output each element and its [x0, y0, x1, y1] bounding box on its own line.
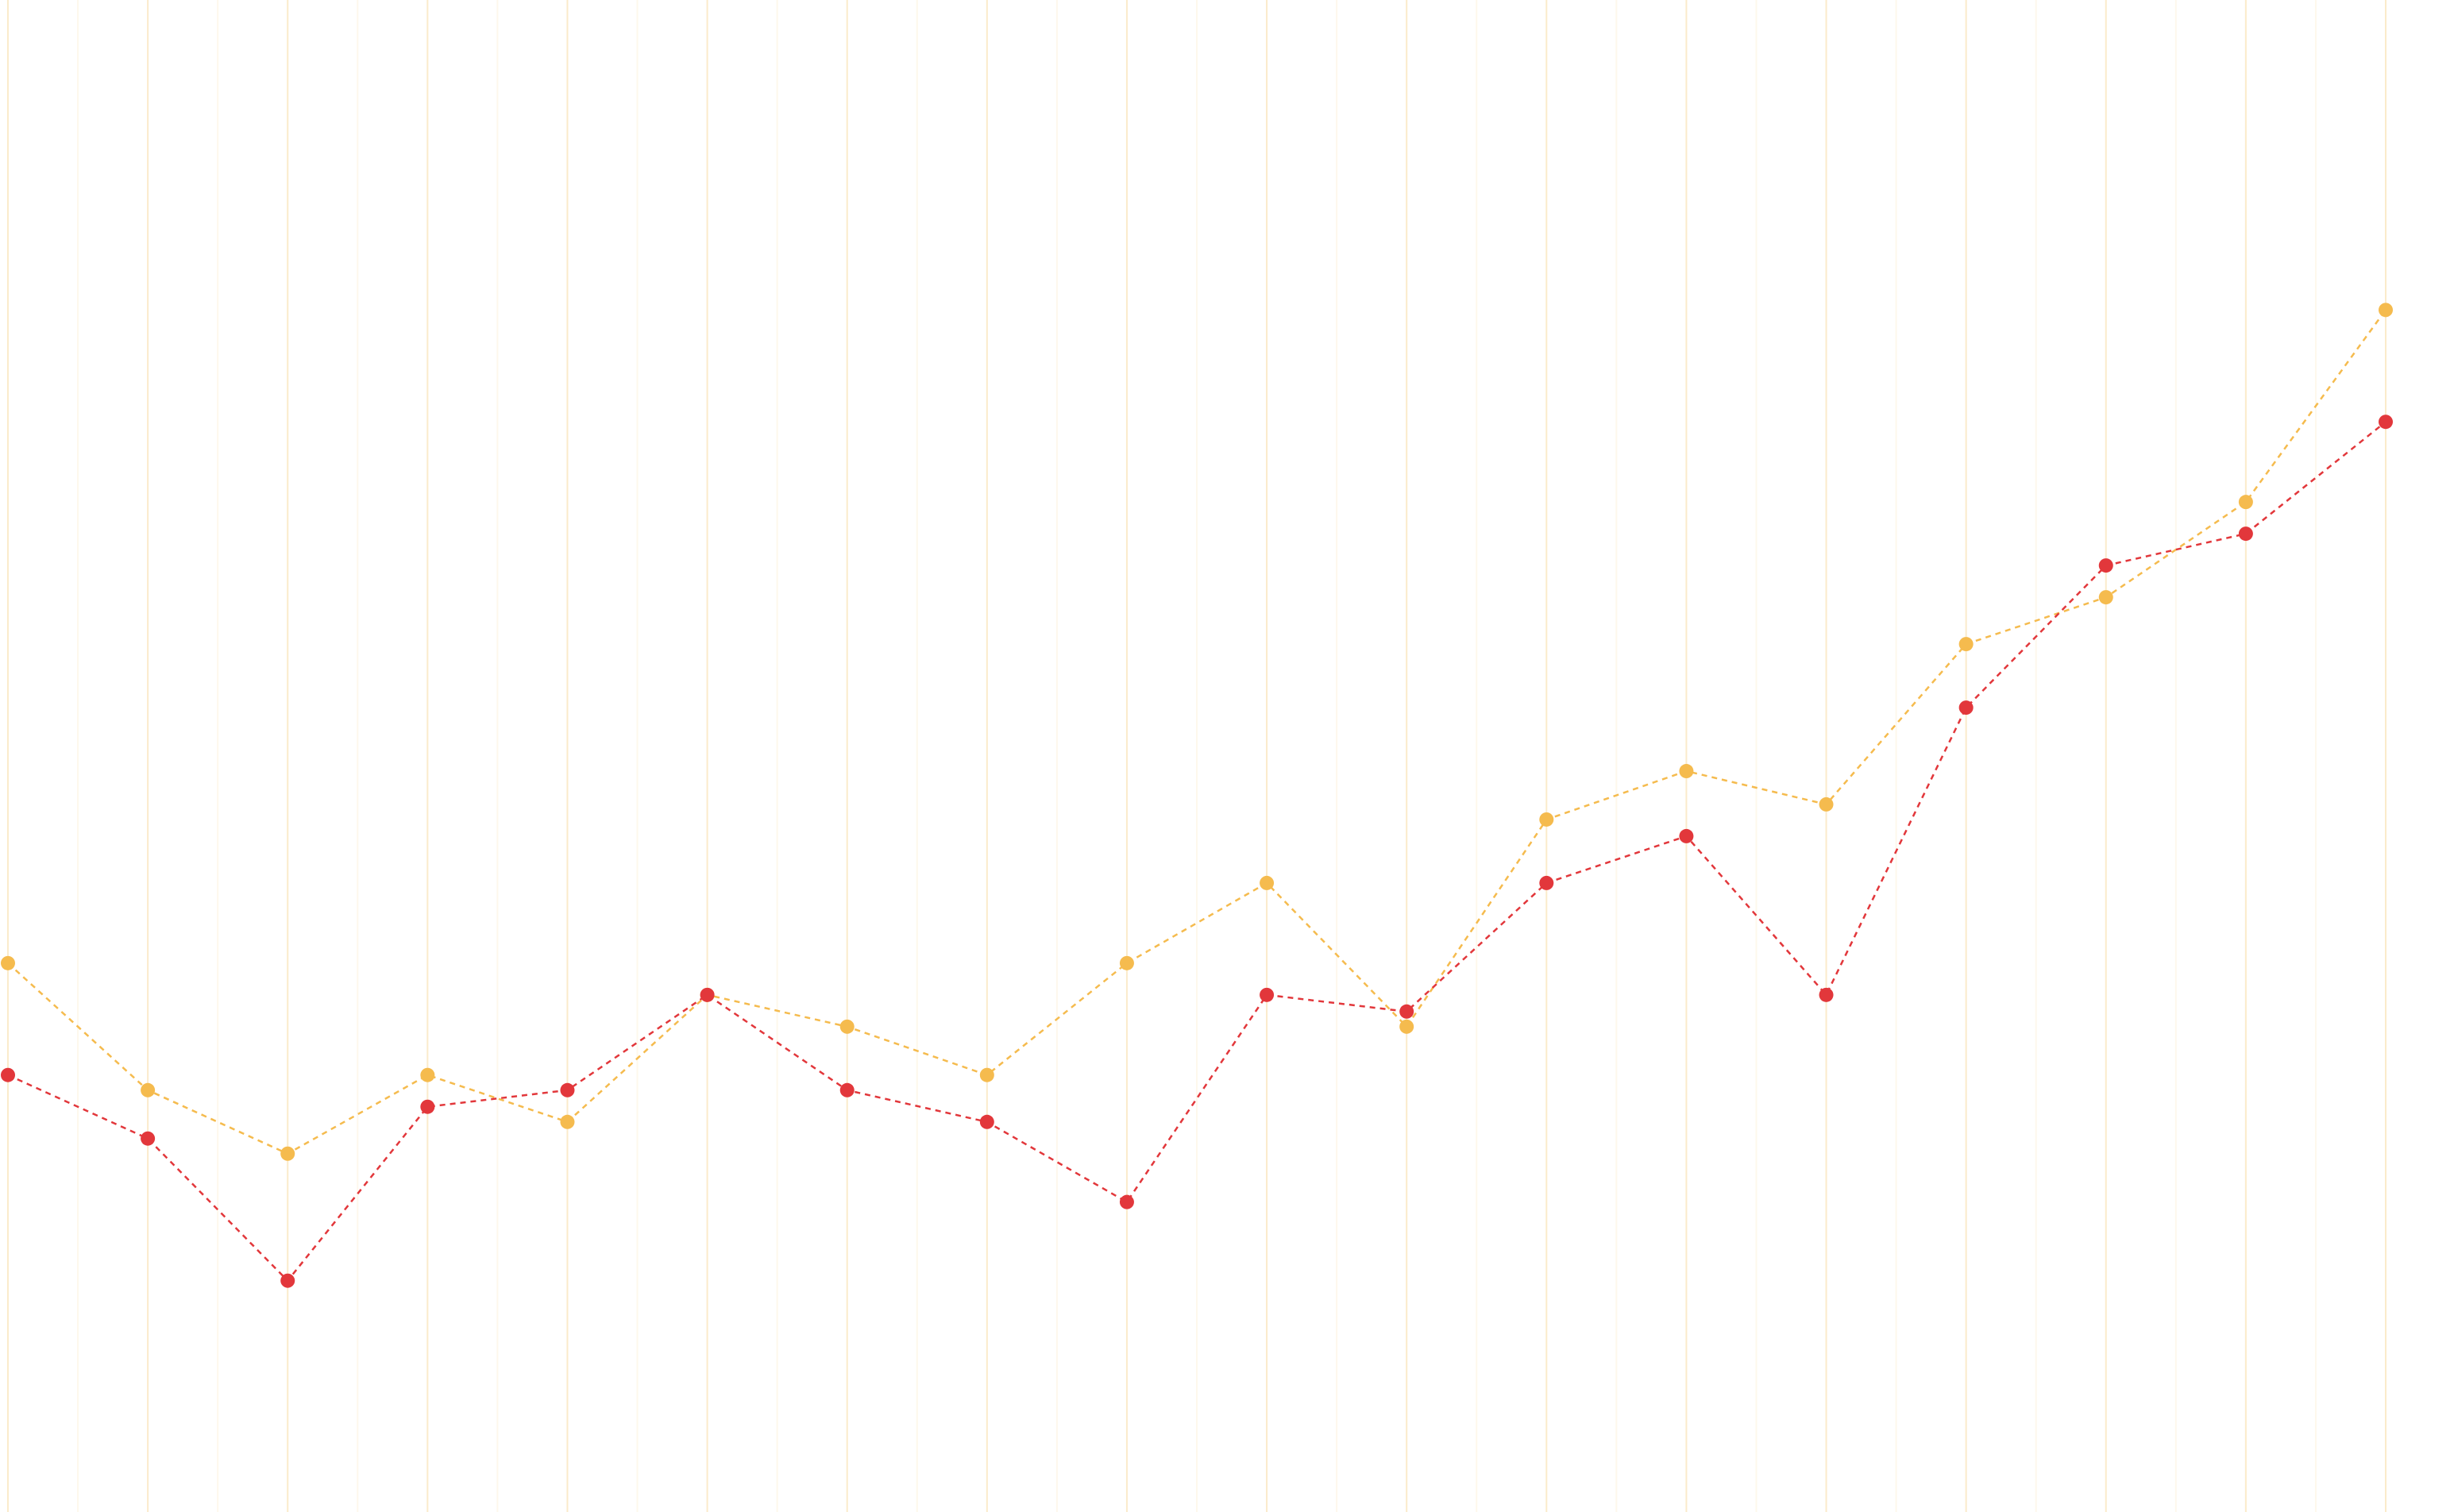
data-point: [1958, 637, 1974, 652]
series-line: [7, 421, 2386, 1282]
data-point: [839, 1082, 855, 1097]
data-point: [1119, 955, 1134, 970]
data-point: [1679, 764, 1694, 779]
data-point: [2379, 415, 2393, 430]
data-point: [1819, 796, 1834, 812]
data-point: [839, 1019, 855, 1034]
data-point: [1, 1067, 15, 1082]
data-point: [2379, 303, 2393, 318]
data-point: [141, 1131, 156, 1146]
data-point: [2098, 590, 2113, 605]
data-point: [2238, 526, 2253, 542]
series-line: [7, 309, 2387, 1155]
series-group: [1, 303, 2393, 1288]
data-point: [1, 955, 15, 970]
data-point: [420, 1099, 435, 1114]
data-point: [2098, 558, 2113, 573]
data-point: [1679, 828, 1694, 843]
data-point: [1539, 812, 1554, 827]
series-2: [1, 415, 2393, 1288]
data-point: [1819, 987, 1834, 1002]
data-point: [979, 1067, 994, 1082]
data-point: [1399, 1019, 1414, 1034]
data-point: [280, 1146, 295, 1161]
data-point: [560, 1114, 575, 1129]
gridlines: [7, 0, 2386, 1512]
data-point: [1958, 700, 1974, 716]
data-point: [141, 1082, 156, 1097]
data-point: [1399, 1004, 1414, 1019]
data-point: [1260, 987, 1275, 1002]
data-point: [700, 987, 715, 1002]
data-point: [1260, 875, 1275, 890]
data-point: [2238, 495, 2253, 510]
data-point: [1539, 875, 1554, 890]
data-point: [979, 1114, 994, 1129]
data-point: [560, 1082, 575, 1097]
data-point: [420, 1067, 435, 1082]
data-point: [280, 1273, 295, 1288]
data-point: [1119, 1194, 1134, 1209]
